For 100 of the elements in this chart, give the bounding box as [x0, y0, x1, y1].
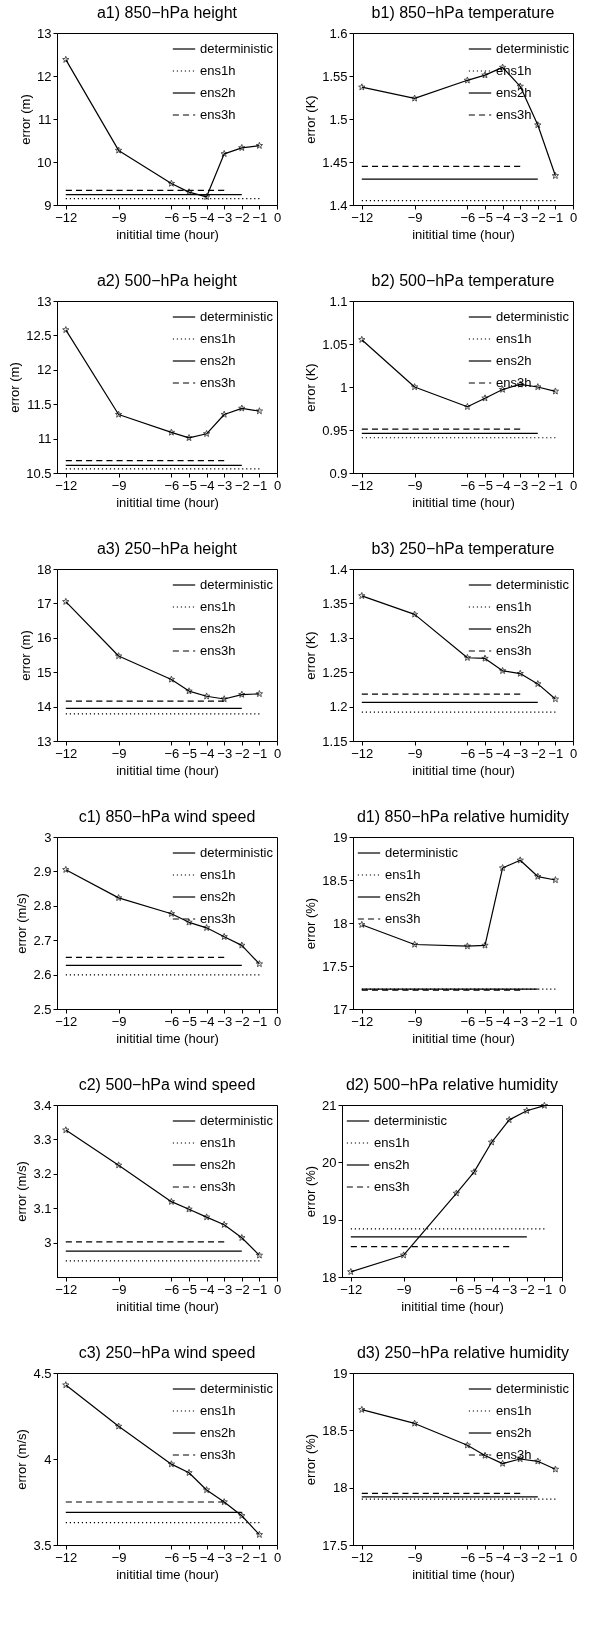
x-tick-label: −2	[234, 477, 250, 493]
x-tick-label: −3	[513, 745, 529, 761]
y-tick-label: 11.5	[27, 396, 52, 412]
x-tick-label: −4	[199, 477, 215, 493]
y-tick-label: 17	[37, 595, 52, 611]
legend-label: deterministic	[496, 1381, 570, 1396]
y-tick-label: 4.5	[33, 1365, 52, 1381]
y-tick-label: 12.5	[26, 327, 52, 343]
x-tick-label: −2	[530, 1013, 546, 1029]
x-tick-label: −5	[182, 1549, 197, 1565]
legend-label: ens3h	[496, 1447, 532, 1462]
x-tick-label: −12	[351, 477, 374, 493]
x-tick-label: −9	[407, 1013, 423, 1029]
x-tick-label: 0	[273, 209, 282, 225]
x-tick-label: −2	[234, 209, 250, 225]
legend-label: deterministic	[200, 1113, 274, 1128]
x-tick-label: −12	[55, 1549, 78, 1565]
x-tick-label: 0	[569, 1013, 578, 1029]
x-tick-label: 0	[569, 745, 578, 761]
x-tick-label: −2	[234, 1013, 250, 1029]
x-tick-label: −6	[164, 209, 180, 225]
x-tick-label: −5	[478, 209, 493, 225]
chart-title: b3) 250−hPa temperature	[371, 540, 555, 557]
y-tick-label: 13	[37, 293, 52, 309]
y-tick-label: 13	[37, 25, 52, 41]
x-tick-label: −4	[199, 745, 215, 761]
x-tick-label: −6	[460, 1549, 476, 1565]
y-tick-label: 18	[322, 1269, 337, 1285]
y-tick-label: 11	[38, 431, 52, 447]
y-tick-label: 21	[322, 1097, 337, 1113]
y-tick-label: 3.5	[33, 1537, 52, 1553]
legend-label: ens2h	[374, 1157, 410, 1172]
x-tick-label: −3	[513, 209, 529, 225]
x-tick-label: 0	[273, 1013, 282, 1029]
x-tick-label: −1	[252, 1549, 268, 1565]
x-tick-label: −4	[495, 745, 511, 761]
legend-label: ens3h	[496, 643, 532, 658]
chart-title: a3) 250−hPa height	[96, 540, 238, 557]
y-axis-title: error (%)	[303, 1433, 319, 1486]
x-tick-label: −12	[55, 1013, 78, 1029]
legend-label: ens1h	[496, 1403, 532, 1418]
legend-label: ens2h	[496, 353, 532, 368]
x-tick-label: −1	[252, 1013, 268, 1029]
legend-label: ens3h	[200, 1447, 236, 1462]
x-tick-label: −12	[351, 1549, 374, 1565]
x-tick-label: −4	[484, 1281, 500, 1297]
y-tick-label: 1.55	[322, 68, 348, 84]
y-tick-label: 19	[322, 1212, 337, 1228]
x-tick-label: −6	[164, 745, 180, 761]
x-tick-label: −1	[548, 209, 564, 225]
x-axis-title: inititial time (hour)	[116, 1030, 219, 1046]
x-tick-label: −2	[519, 1281, 535, 1297]
x-axis-title: inititial time (hour)	[116, 1566, 219, 1582]
y-tick-label: 3.4	[33, 1097, 52, 1113]
x-tick-label: −4	[199, 1013, 215, 1029]
y-tick-label: 1.45	[322, 154, 348, 170]
x-axis-title: inititial time (hour)	[116, 762, 219, 778]
y-tick-label: 1.15	[322, 733, 348, 749]
x-tick-label: −2	[234, 745, 250, 761]
y-tick-label: 1.35	[322, 595, 348, 611]
legend-label: ens2h	[200, 1425, 236, 1440]
x-tick-label: −6	[164, 1549, 180, 1565]
x-tick-label: −6	[164, 477, 180, 493]
x-tick-label: −12	[55, 477, 78, 493]
legend-label: ens1h	[496, 599, 532, 614]
x-axis-title: inititial time (hour)	[401, 1298, 504, 1314]
x-tick-label: −6	[460, 745, 476, 761]
y-tick-label: 1.6	[329, 25, 348, 41]
x-tick-label: −1	[548, 1549, 564, 1565]
x-tick-label: −2	[234, 1281, 250, 1297]
y-tick-label: 18.5	[322, 872, 348, 888]
chart-title: a1) 850−hPa height	[96, 4, 238, 21]
y-tick-label: 2.6	[33, 967, 52, 983]
chart-title: d1) 850−hPa relative humidity	[356, 808, 570, 825]
y-axis-title: error (K)	[303, 631, 319, 680]
legend-label: deterministic	[200, 1381, 274, 1396]
x-tick-label: −12	[55, 209, 78, 225]
y-tick-label: 1.3	[329, 630, 348, 646]
chart-title: c3) 250−hPa wind speed	[78, 1344, 256, 1361]
x-tick-label: 0	[273, 745, 282, 761]
x-tick-label: −5	[478, 1549, 493, 1565]
x-tick-label: −9	[111, 477, 127, 493]
legend-label: ens1h	[200, 599, 236, 614]
x-tick-label: 0	[569, 209, 578, 225]
x-tick-label: −9	[407, 477, 423, 493]
legend-label: ens2h	[385, 889, 421, 904]
x-tick-label: −2	[234, 1549, 250, 1565]
x-tick-label: −9	[111, 209, 127, 225]
x-axis-title: inititial time (hour)	[412, 1566, 515, 1582]
y-tick-label: 11	[38, 111, 52, 127]
y-tick-label: 10	[37, 154, 52, 170]
y-tick-label: 19	[333, 829, 348, 845]
chart-title: d2) 500−hPa relative humidity	[345, 1076, 559, 1093]
y-tick-label: 13	[37, 733, 52, 749]
x-axis-title: inititial time (hour)	[116, 494, 219, 510]
x-tick-label: −3	[217, 477, 233, 493]
y-tick-label: 15	[37, 664, 52, 680]
x-axis-title: inititial time (hour)	[116, 1298, 219, 1314]
x-tick-label: −12	[351, 745, 374, 761]
x-tick-label: −12	[351, 1013, 374, 1029]
